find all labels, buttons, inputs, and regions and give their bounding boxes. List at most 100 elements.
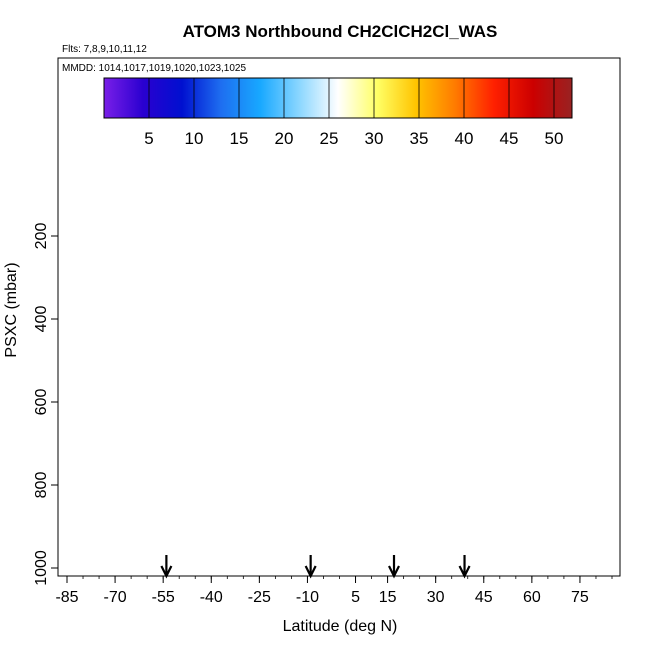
- sample-point: [549, 477, 554, 482]
- sample-point: [162, 366, 167, 371]
- sample-point: [324, 402, 328, 407]
- y-tick-label: 1000: [33, 550, 50, 586]
- sample-point: [99, 377, 103, 381]
- sample-point: [111, 408, 115, 413]
- sample-point: [429, 501, 433, 506]
- sample-point: [312, 346, 316, 351]
- sample-point: [82, 352, 87, 356]
- sample-point: [335, 294, 340, 299]
- sample-point: [182, 345, 187, 349]
- sample-point: [554, 501, 558, 506]
- sample-point: [405, 275, 409, 280]
- colorbar-tick-label: 45: [500, 129, 519, 148]
- sample-point: [133, 371, 138, 376]
- sample-point: [592, 427, 596, 431]
- sample-point: [335, 241, 340, 245]
- sample-point: [216, 422, 221, 427]
- sample-point: [258, 361, 262, 365]
- sample-point: [327, 519, 332, 523]
- sample-point: [93, 520, 98, 525]
- sample-point: [304, 266, 309, 271]
- sample-point: [580, 359, 585, 364]
- sample-point: [132, 229, 137, 234]
- x-tick-label: -55: [152, 589, 175, 606]
- sample-point: [174, 302, 179, 306]
- sample-point: [206, 278, 211, 283]
- y-tick-label: 400: [33, 306, 50, 333]
- dates-note: MMDD: 1014,1017,1019,1020,1023,1025: [62, 63, 246, 74]
- sample-point: [408, 253, 412, 257]
- sample-point: [265, 556, 269, 561]
- sample-point: [231, 472, 236, 476]
- sample-point: [431, 511, 435, 516]
- sample-point: [384, 450, 388, 454]
- y-axis-label: PSXC (mbar): [3, 262, 20, 357]
- sample-point: [207, 447, 211, 452]
- sample-point: [461, 255, 465, 260]
- sample-point: [121, 326, 126, 330]
- sample-point: [372, 444, 377, 449]
- sample-point: [547, 394, 552, 398]
- sample-point: [408, 512, 413, 517]
- sample-point: [569, 274, 573, 279]
- arrow-head: [388, 565, 400, 579]
- sample-point: [381, 351, 386, 355]
- sample-point: [338, 553, 343, 557]
- sample-point: [198, 458, 203, 463]
- sample-point: [244, 367, 249, 371]
- sample-point: [330, 536, 334, 540]
- sample-point: [310, 370, 314, 375]
- colorbar-tick-label: 40: [455, 129, 474, 148]
- colorbar-tick-label: 15: [230, 129, 249, 148]
- sample-point: [310, 316, 314, 321]
- sample-point: [512, 451, 517, 456]
- sample-point: [224, 225, 229, 230]
- sample-point: [237, 329, 242, 334]
- sample-point: [363, 524, 368, 529]
- sample-point: [584, 364, 589, 369]
- sample-point: [108, 333, 112, 338]
- sample-point: [145, 359, 149, 364]
- sample-point: [555, 374, 560, 379]
- sample-point: [258, 410, 263, 414]
- sample-point: [435, 555, 440, 559]
- sample-point: [570, 285, 575, 289]
- sample-point: [401, 482, 406, 486]
- sample-point: [315, 393, 320, 398]
- sample-point: [88, 422, 93, 427]
- sample-point: [214, 525, 218, 530]
- sample-point: [212, 433, 216, 437]
- sample-point: [476, 454, 480, 459]
- sample-point: [320, 222, 324, 226]
- sample-point: [317, 561, 321, 565]
- sample-point: [388, 283, 393, 287]
- sample-point: [362, 518, 366, 522]
- sample-point: [445, 317, 450, 321]
- sample-point: [167, 290, 172, 295]
- sample-point: [194, 227, 199, 231]
- sample-point: [505, 344, 510, 349]
- sample-point: [176, 404, 180, 408]
- sample-point: [459, 335, 464, 340]
- sample-point: [471, 327, 475, 332]
- sample-point: [398, 470, 403, 474]
- sample-point: [341, 226, 346, 230]
- sample-point: [390, 233, 394, 238]
- sample-point: [398, 414, 402, 419]
- sample-point: [421, 431, 426, 436]
- sample-point: [88, 490, 93, 495]
- sample-point: [564, 477, 569, 482]
- sample-point: [287, 284, 291, 289]
- sample-point: [266, 406, 270, 411]
- sample-point: [545, 467, 549, 471]
- sample-point: [166, 294, 171, 298]
- sample-point: [115, 440, 120, 445]
- sample-point: [236, 315, 240, 320]
- sample-point: [90, 282, 95, 286]
- sample-point: [485, 342, 489, 347]
- sample-point: [541, 548, 546, 553]
- sample-point: [452, 222, 457, 226]
- sample-point: [100, 512, 104, 517]
- sample-point: [81, 400, 86, 405]
- sample-point: [246, 456, 250, 461]
